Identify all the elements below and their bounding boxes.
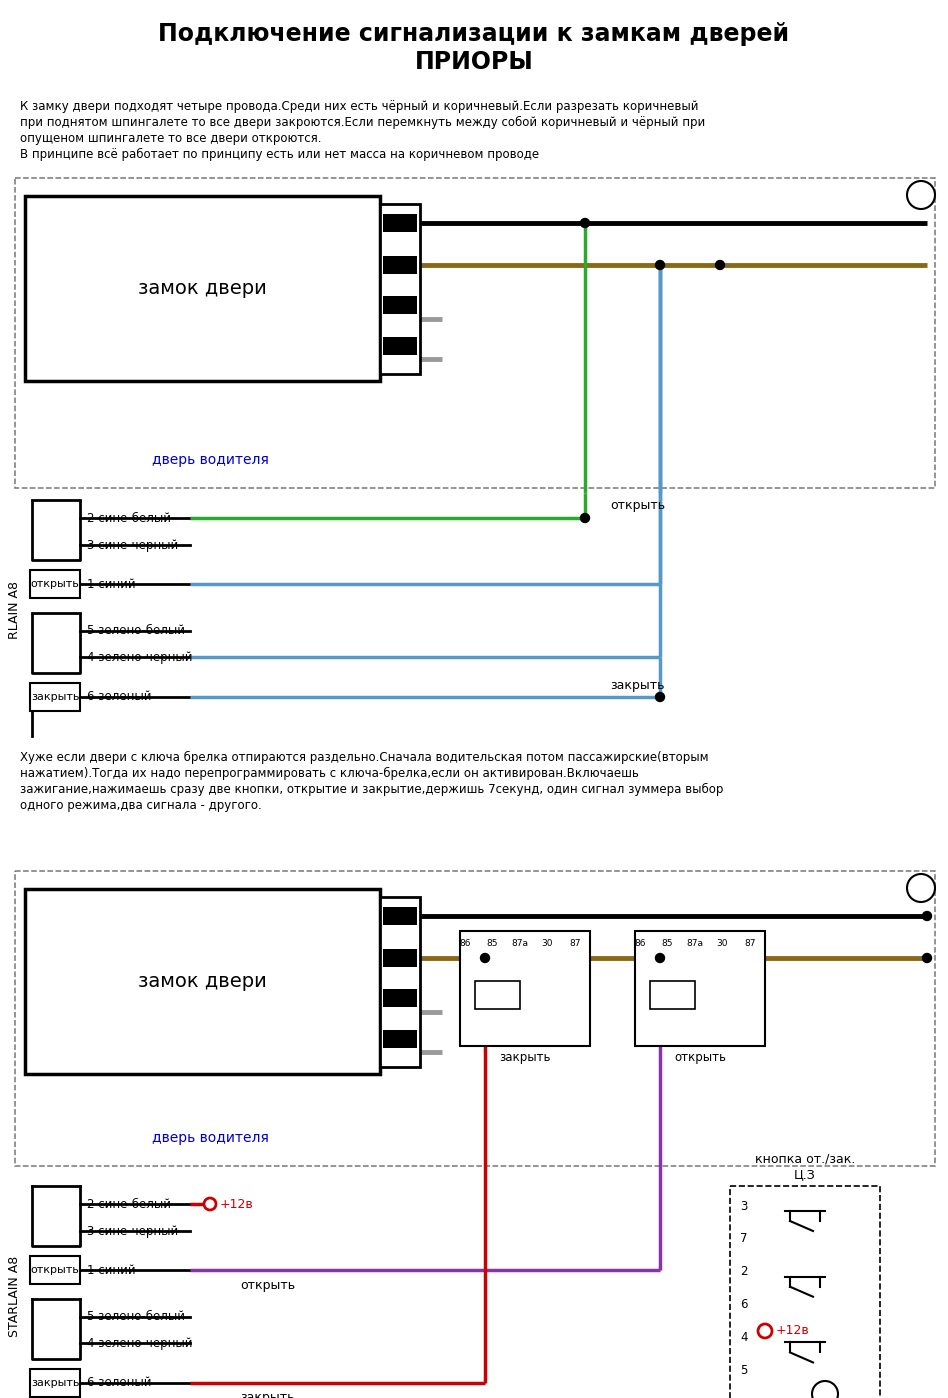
Text: RLAIN A8: RLAIN A8 <box>9 582 22 639</box>
Text: дверь водителя: дверь водителя <box>152 453 268 467</box>
Text: 6: 6 <box>740 1299 748 1311</box>
Circle shape <box>580 513 590 523</box>
Text: замок двери: замок двери <box>138 280 267 298</box>
Circle shape <box>716 260 724 270</box>
Circle shape <box>204 1198 216 1211</box>
Text: STARLAIN A8: STARLAIN A8 <box>9 1255 22 1336</box>
Text: 2: 2 <box>916 879 926 898</box>
Text: закрыть: закрыть <box>31 1378 80 1388</box>
Bar <box>383 988 417 1007</box>
Circle shape <box>907 874 935 902</box>
Text: Подключение сигнализации к замкам дверей: Подключение сигнализации к замкам дверей <box>158 22 790 46</box>
Bar <box>383 214 417 232</box>
Bar <box>25 196 380 382</box>
Bar <box>383 256 417 274</box>
Text: закрыть: закрыть <box>31 692 80 702</box>
Text: 1: 1 <box>916 186 926 204</box>
Bar <box>15 871 935 1166</box>
Circle shape <box>922 953 932 962</box>
Circle shape <box>580 218 590 228</box>
Bar <box>380 898 420 1067</box>
Text: закрыть: закрыть <box>500 1051 551 1064</box>
Text: 6 зеленый: 6 зеленый <box>87 1377 152 1390</box>
Text: 4 зелено-черный: 4 зелено-черный <box>87 1336 192 1349</box>
Text: 1 синий: 1 синий <box>87 1264 136 1276</box>
Text: закрыть: закрыть <box>240 1391 295 1398</box>
Bar <box>460 931 590 1046</box>
Text: кнопка от./зак.
Ц.З: кнопка от./зак. Ц.З <box>755 1152 855 1181</box>
Text: 4 зелено-черный: 4 зелено-черный <box>87 650 192 664</box>
Bar <box>30 1369 80 1397</box>
Bar <box>635 931 765 1046</box>
Bar <box>25 889 380 1074</box>
Text: 85: 85 <box>486 939 499 948</box>
Circle shape <box>655 260 665 270</box>
Text: 2: 2 <box>740 1265 748 1278</box>
Text: открыть: открыть <box>30 579 80 589</box>
Text: +12в: +12в <box>776 1324 810 1338</box>
Text: ПРИОРЫ: ПРИОРЫ <box>414 50 534 74</box>
Circle shape <box>907 180 935 208</box>
Bar <box>30 570 80 598</box>
Text: 5 зелено-белый: 5 зелено-белый <box>87 1310 185 1324</box>
Text: 6 зеленый: 6 зеленый <box>87 691 152 703</box>
Bar <box>383 337 417 355</box>
Bar <box>383 1030 417 1048</box>
Text: 2 сине-белый: 2 сине-белый <box>87 512 171 524</box>
Bar <box>730 1186 880 1398</box>
Circle shape <box>655 953 665 962</box>
Text: 4: 4 <box>740 1331 748 1343</box>
Bar <box>30 1255 80 1283</box>
Text: 5 зелено-белый: 5 зелено-белый <box>87 625 185 637</box>
Text: 86: 86 <box>459 939 471 948</box>
Bar <box>475 981 520 1009</box>
Text: замок двери: замок двери <box>138 972 267 991</box>
Text: 1 синий: 1 синий <box>87 577 136 590</box>
Circle shape <box>758 1324 772 1338</box>
Text: открыть: открыть <box>610 499 665 513</box>
Text: 5: 5 <box>740 1364 748 1377</box>
Bar <box>380 204 420 375</box>
Circle shape <box>655 692 665 702</box>
Text: дверь водителя: дверь водителя <box>152 1131 268 1145</box>
Circle shape <box>812 1381 838 1398</box>
Text: Хуже если двери с ключа брелка отпираются раздельно.Сначала водительская потом п: Хуже если двери с ключа брелка отпираютс… <box>20 751 723 812</box>
Bar <box>383 949 417 967</box>
Text: 3: 3 <box>740 1199 748 1212</box>
Text: 30: 30 <box>717 939 728 948</box>
Bar <box>30 684 80 712</box>
Bar <box>15 178 935 488</box>
Circle shape <box>922 911 932 920</box>
Text: 2 сине-белый: 2 сине-белый <box>87 1198 171 1211</box>
Text: 3 сине-черный: 3 сине-черный <box>87 538 178 551</box>
Text: 87: 87 <box>744 939 756 948</box>
Text: К замку двери подходят четыре провода.Среди них есть чёрный и коричневый.Если ра: К замку двери подходят четыре провода.Ср… <box>20 101 705 161</box>
Text: 3 сине-черный: 3 сине-черный <box>87 1225 178 1237</box>
Text: 87а: 87а <box>512 939 528 948</box>
Circle shape <box>481 953 489 962</box>
Text: открыть: открыть <box>30 1265 80 1275</box>
Text: +12в: +12в <box>220 1198 254 1211</box>
Text: открыть: открыть <box>240 1279 295 1292</box>
Text: закрыть: закрыть <box>610 678 665 692</box>
Bar <box>383 907 417 925</box>
Text: 87а: 87а <box>686 939 703 948</box>
Text: открыть: открыть <box>674 1051 726 1064</box>
Bar <box>383 296 417 315</box>
Text: 7: 7 <box>740 1233 748 1246</box>
Text: 30: 30 <box>541 939 554 948</box>
Text: 85: 85 <box>662 939 673 948</box>
Text: 86: 86 <box>634 939 646 948</box>
Text: 87: 87 <box>569 939 581 948</box>
Bar <box>650 981 695 1009</box>
